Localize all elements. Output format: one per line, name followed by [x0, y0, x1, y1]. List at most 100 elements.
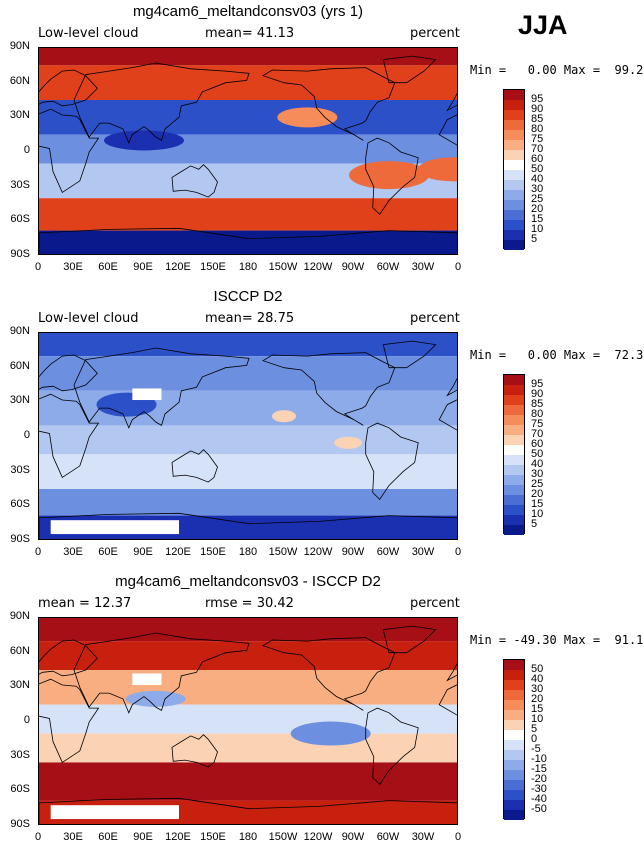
lon-tick-label: 0	[34, 546, 42, 558]
lat-tick-label: 90N	[9, 610, 30, 622]
colorbar-segment	[504, 810, 524, 820]
colorbar-segment	[504, 475, 524, 485]
field-blob	[104, 130, 184, 151]
colorbar-segment	[504, 180, 524, 190]
colorbar-label: -10	[531, 753, 547, 765]
missing-data-patch	[50, 520, 179, 535]
colorbar-segment	[504, 110, 524, 120]
panel-left-text: mean = 12.37	[38, 596, 132, 611]
colorbar-label: 5	[531, 518, 538, 530]
lat-tick-label: 60S	[10, 498, 30, 511]
lat-tick-label: 0	[23, 429, 30, 441]
field-band	[39, 230, 457, 254]
colorbar-segment	[504, 130, 524, 140]
lon-tick-label: 0	[454, 831, 462, 843]
lon-tick-label: 120E	[165, 831, 191, 843]
coastline-asia	[73, 632, 250, 714]
colorbar-label: 50	[531, 663, 544, 675]
colorbar-segment	[504, 160, 524, 170]
coastline-europe	[39, 69, 98, 107]
colorbar-segment	[504, 730, 524, 740]
field-band	[39, 618, 457, 642]
lat-tick-label: 60N	[9, 74, 30, 87]
colorbar-label: 0	[531, 733, 538, 745]
lon-tick-label: 60W	[376, 546, 400, 558]
colorbar-label: -15	[531, 763, 547, 775]
coastline-africa	[39, 108, 100, 193]
field-band	[39, 198, 457, 231]
colorbar-label: 40	[531, 458, 544, 470]
lon-tick-label: 30W	[411, 546, 435, 558]
colorbar-segment	[504, 465, 524, 475]
coastline-samerica	[365, 707, 419, 786]
panel-mid-text: mean= 28.75	[205, 311, 295, 326]
panel-title: mg4cam6_meltandconsv03 (yrs 1)	[132, 3, 364, 20]
colorbar-label: -50	[531, 803, 547, 815]
colorbar-segment	[504, 505, 524, 515]
colorbar-label: 80	[531, 123, 544, 135]
map-field-1	[39, 333, 457, 539]
lon-tick-label: 30W	[411, 261, 435, 273]
min-max-readout: Min = 0.00 Max = 72.34	[470, 348, 644, 362]
coastline-namerica	[262, 352, 396, 426]
field-blob	[334, 436, 363, 449]
panel-title: mg4cam6_meltandconsv03 - ISCCP D2	[115, 573, 381, 590]
coastline-africa	[39, 678, 100, 763]
missing-data-patch	[50, 805, 179, 820]
colorbar-label: 85	[531, 398, 544, 410]
coastline-australia	[171, 164, 218, 198]
lon-tick-label: 0	[34, 831, 42, 843]
lat-tick-label: 0	[23, 144, 30, 156]
colorbar-segment	[504, 220, 524, 230]
colorbar-segment	[504, 405, 524, 415]
field-band	[39, 425, 457, 455]
panel-units: percent	[410, 26, 460, 41]
colorbar-segment	[504, 680, 524, 690]
lon-tick-label: 30E	[63, 546, 83, 558]
coastline-greenland	[382, 625, 437, 654]
colorbar-label: 30	[531, 183, 544, 195]
coastline-australia	[171, 449, 218, 483]
colorbar-segment	[504, 200, 524, 210]
colorbar-segment	[504, 190, 524, 200]
field-band	[39, 704, 457, 734]
lon-tick-label: 150E	[200, 546, 226, 558]
colorbar-segment	[504, 100, 524, 110]
colorbar-segment	[504, 120, 524, 130]
colorbar-segment	[504, 515, 524, 525]
missing-data-patch	[132, 673, 162, 686]
field-blob	[125, 690, 186, 707]
lon-tick-label: 30E	[63, 261, 83, 273]
colorbar-label: 20	[531, 488, 544, 500]
lon-tick-label: 30W	[411, 831, 435, 843]
colorbar-segment	[504, 375, 524, 385]
colorbar-segment	[504, 445, 524, 455]
coastline-africa	[39, 393, 100, 478]
lon-tick-label: 30E	[63, 831, 83, 843]
colorbar	[503, 659, 525, 820]
coastline-europe	[39, 639, 98, 677]
lon-tick-label: 60E	[98, 261, 118, 273]
colorbar-segment	[504, 455, 524, 465]
colorbar-label: 40	[531, 173, 544, 185]
colorbar-segment	[504, 485, 524, 495]
lat-tick-label: 90N	[9, 325, 30, 337]
coastline-antarctica	[39, 227, 457, 254]
colorbar-label: 85	[531, 113, 544, 125]
colorbar-label: 10	[531, 223, 544, 235]
lon-tick-label: 60W	[376, 831, 400, 843]
colorbar-segment	[504, 435, 524, 445]
colorbar-segment	[504, 690, 524, 700]
stratocumulus-blob	[277, 107, 338, 128]
lon-tick-label: 180	[238, 546, 258, 558]
field-band	[39, 100, 457, 135]
colorbar-label: 80	[531, 408, 544, 420]
field-band	[39, 733, 457, 763]
colorbar-segment	[504, 210, 524, 220]
colorbar-segment	[504, 700, 524, 710]
colorbar-segment	[504, 740, 524, 750]
lon-tick-label: 150E	[200, 261, 226, 273]
map-panel	[38, 47, 458, 255]
lat-tick-label: 30S	[10, 178, 30, 191]
lon-tick-label: 0	[34, 261, 42, 273]
